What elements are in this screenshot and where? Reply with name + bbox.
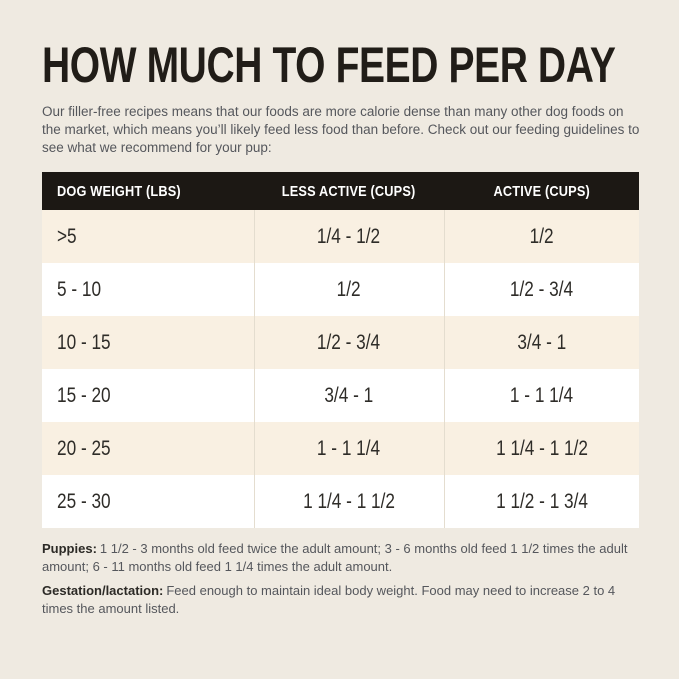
column-header-active: ACTIVE (CUPS) [444, 172, 639, 210]
table-row: 10 - 15 1/2 - 3/4 3/4 - 1 [42, 316, 639, 369]
footnote-gestation-text: Feed enough to maintain ideal body weigh… [42, 583, 616, 616]
cell-active: 1 1/4 - 1 1/2 [443, 422, 639, 475]
cell-weight: 5 - 10 [42, 263, 254, 316]
cell-less-active: 1 1/4 - 1 1/2 [253, 475, 444, 528]
cell-active: 1 1/2 - 1 3/4 [443, 475, 639, 528]
cell-active: 3/4 - 1 [443, 316, 639, 369]
intro-paragraph: Our filler-free recipes means that our f… [42, 104, 640, 155]
cell-less-active: 3/4 - 1 [253, 369, 444, 422]
cell-less-active: 1 - 1 1/4 [253, 422, 444, 475]
table-row: 5 - 10 1/2 1/2 - 3/4 [42, 263, 639, 316]
table-row: >5 1/4 - 1/2 1/2 [42, 210, 639, 263]
column-header-dog-weight: DOG WEIGHT (LBS) [42, 172, 254, 210]
footnote-gestation: Gestation/lactation: Feed enough to maint… [42, 582, 638, 618]
table-row: 25 - 30 1 1/4 - 1 1/2 1 1/2 - 1 3/4 [42, 475, 639, 528]
cell-weight: 10 - 15 [42, 316, 254, 369]
cell-less-active: 1/4 - 1/2 [253, 210, 444, 263]
footnote-puppies: Puppies: 1 1/2 - 3 months old feed twice … [42, 540, 638, 576]
table-row: 15 - 20 3/4 - 1 1 - 1 1/4 [42, 369, 639, 422]
cell-active: 1/2 - 3/4 [443, 263, 639, 316]
cell-less-active: 1/2 [253, 263, 444, 316]
footnote-puppies-text: 1 1/2 - 3 months old feed twice the adul… [42, 541, 628, 574]
feeding-guide-table: DOG WEIGHT (LBS) LESS ACTIVE (CUPS) ACTI… [42, 172, 639, 528]
cell-weight: 25 - 30 [42, 475, 254, 528]
cell-less-active: 1/2 - 3/4 [253, 316, 444, 369]
table-header-row: DOG WEIGHT (LBS) LESS ACTIVE (CUPS) ACTI… [42, 172, 639, 210]
cell-active: 1 - 1 1/4 [443, 369, 639, 422]
cell-weight: 20 - 25 [42, 422, 254, 475]
cell-active: 1/2 [443, 210, 639, 263]
page-title: HOW MUCH TO FEED PER DAY [42, 37, 616, 93]
column-header-less-active: LESS ACTIVE (CUPS) [254, 172, 444, 210]
footnote-puppies-label: Puppies: [42, 541, 97, 556]
table-row: 20 - 25 1 - 1 1/4 1 1/4 - 1 1/2 [42, 422, 639, 475]
cell-weight: 15 - 20 [42, 369, 254, 422]
footnote-gestation-label: Gestation/lactation: [42, 583, 164, 598]
cell-weight: >5 [42, 210, 254, 263]
footnotes: Puppies: 1 1/2 - 3 months old feed twice … [42, 540, 638, 618]
